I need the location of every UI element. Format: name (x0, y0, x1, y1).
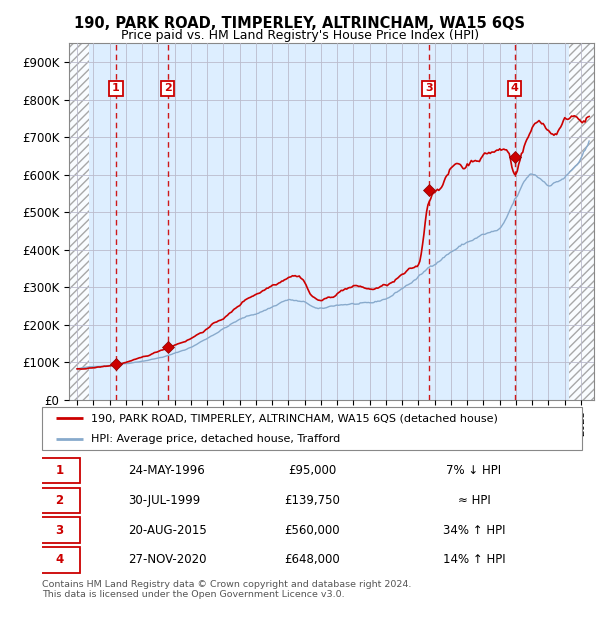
FancyBboxPatch shape (40, 547, 80, 573)
Text: £560,000: £560,000 (284, 524, 340, 536)
Text: 27-NOV-2020: 27-NOV-2020 (128, 554, 207, 566)
Text: HPI: Average price, detached house, Trafford: HPI: Average price, detached house, Traf… (91, 435, 340, 445)
Text: ≈ HPI: ≈ HPI (458, 494, 490, 507)
Text: 190, PARK ROAD, TIMPERLEY, ALTRINCHAM, WA15 6QS: 190, PARK ROAD, TIMPERLEY, ALTRINCHAM, W… (74, 16, 526, 30)
Text: 30-JUL-1999: 30-JUL-1999 (128, 494, 200, 507)
Bar (69, 43, 89, 400)
Text: 20-AUG-2015: 20-AUG-2015 (128, 524, 207, 536)
Text: 4: 4 (511, 84, 518, 94)
Text: 190, PARK ROAD, TIMPERLEY, ALTRINCHAM, WA15 6QS (detached house): 190, PARK ROAD, TIMPERLEY, ALTRINCHAM, W… (91, 414, 497, 423)
FancyBboxPatch shape (40, 517, 80, 543)
Text: 34% ↑ HPI: 34% ↑ HPI (443, 524, 505, 536)
Text: 7% ↓ HPI: 7% ↓ HPI (446, 464, 502, 477)
Text: 4: 4 (55, 554, 64, 566)
Text: 1: 1 (55, 464, 64, 477)
Text: 24-MAY-1996: 24-MAY-1996 (128, 464, 205, 477)
Text: £648,000: £648,000 (284, 554, 340, 566)
Text: £139,750: £139,750 (284, 494, 340, 507)
Text: 14% ↑ HPI: 14% ↑ HPI (443, 554, 505, 566)
Text: 3: 3 (55, 524, 64, 536)
Text: Contains HM Land Registry data © Crown copyright and database right 2024.
This d: Contains HM Land Registry data © Crown c… (42, 580, 412, 599)
Text: £95,000: £95,000 (288, 464, 336, 477)
Text: 2: 2 (55, 494, 64, 507)
FancyBboxPatch shape (42, 407, 582, 450)
Text: 3: 3 (425, 84, 433, 94)
Text: Price paid vs. HM Land Registry's House Price Index (HPI): Price paid vs. HM Land Registry's House … (121, 29, 479, 42)
FancyBboxPatch shape (40, 458, 80, 484)
FancyBboxPatch shape (40, 487, 80, 513)
Text: 1: 1 (112, 84, 120, 94)
Bar (569, 43, 594, 400)
Text: 2: 2 (164, 84, 172, 94)
